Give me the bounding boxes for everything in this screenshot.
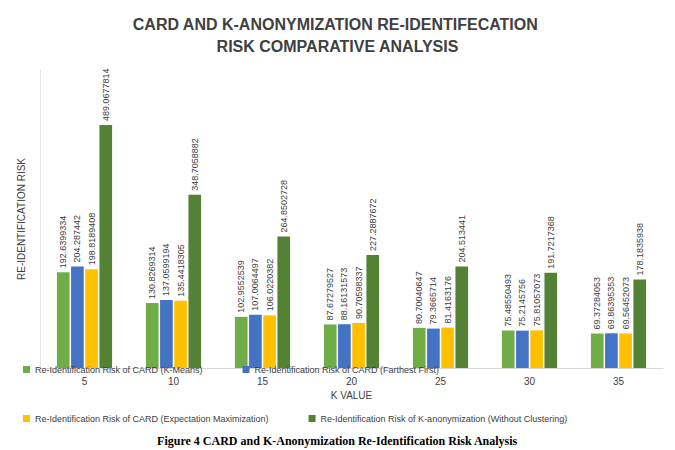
svg-text:191.7217368: 191.7217368 bbox=[546, 216, 556, 269]
svg-text:Re-Identification Risk of CARD: Re-Identification Risk of CARD (Farthest… bbox=[255, 365, 440, 375]
svg-text:90.70598337: 90.70598337 bbox=[354, 266, 364, 319]
svg-text:CARD AND K-ANONYMIZATION RE-ID: CARD AND K-ANONYMIZATION RE-IDENTIFECATI… bbox=[133, 16, 542, 33]
svg-text:K VALUE: K VALUE bbox=[331, 390, 373, 401]
svg-text:204.513441: 204.513441 bbox=[457, 215, 467, 263]
svg-text:Re-Identification Risk of CARD: Re-Identification Risk of CARD (Expectat… bbox=[35, 414, 269, 424]
svg-text:20: 20 bbox=[346, 376, 358, 387]
svg-text:RISK COMPARATIVE ANALYSIS: RISK COMPARATIVE ANALYSIS bbox=[217, 38, 459, 55]
svg-text:5: 5 bbox=[82, 376, 88, 387]
svg-text:192.6399334: 192.6399334 bbox=[58, 216, 68, 269]
svg-text:80.70040647: 80.70040647 bbox=[414, 271, 424, 324]
svg-text:Re-Identification Risk of K-an: Re-Identification Risk of K-anonymizatio… bbox=[321, 414, 568, 424]
svg-text:135.4418305: 135.4418305 bbox=[176, 244, 186, 297]
svg-text:25: 25 bbox=[435, 376, 447, 387]
svg-text:75.2145756: 75.2145756 bbox=[517, 279, 527, 327]
svg-text:69.86395353: 69.86395353 bbox=[606, 277, 616, 330]
svg-text:107.0064497: 107.0064497 bbox=[250, 258, 260, 311]
svg-text:81.4163176: 81.4163176 bbox=[443, 276, 453, 324]
svg-text:88.16131573: 88.16131573 bbox=[339, 268, 349, 321]
svg-text:204.287442: 204.287442 bbox=[72, 215, 82, 263]
svg-text:264.8502728: 264.8502728 bbox=[279, 180, 289, 233]
svg-text:10: 10 bbox=[168, 376, 180, 387]
svg-text:35: 35 bbox=[613, 376, 625, 387]
svg-text:15: 15 bbox=[257, 376, 269, 387]
svg-text:30: 30 bbox=[524, 376, 536, 387]
svg-text:130.8269314: 130.8269314 bbox=[147, 246, 157, 299]
svg-text:Figure 4 CARD and K-Anonymizat: Figure 4 CARD and K-Anonymization Re-Ide… bbox=[157, 434, 517, 448]
svg-text:489.0677814: 489.0677814 bbox=[101, 69, 111, 122]
svg-text:75.48550493: 75.48550493 bbox=[503, 274, 513, 327]
svg-text:198.8189408: 198.8189408 bbox=[87, 213, 97, 266]
svg-text:69.37284053: 69.37284053 bbox=[592, 277, 602, 330]
svg-text:69.56452073: 69.56452073 bbox=[621, 277, 631, 330]
svg-text:79.3665714: 79.3665714 bbox=[428, 277, 438, 325]
svg-text:227.2887672: 227.2887672 bbox=[368, 199, 378, 252]
svg-text:75.81057073: 75.81057073 bbox=[532, 274, 542, 327]
svg-text:106.0220382: 106.0220382 bbox=[265, 259, 275, 312]
svg-text:Re-Identification Risk of CARD: Re-Identification Risk of CARD (K-Means) bbox=[35, 365, 203, 375]
svg-text:348.7058882: 348.7058882 bbox=[190, 138, 200, 191]
svg-text:87.67279527: 87.67279527 bbox=[325, 268, 335, 321]
svg-text:RE-IDENTIFICATION RISK: RE-IDENTIFICATION RISK bbox=[16, 158, 27, 280]
svg-text:102.9552539: 102.9552539 bbox=[236, 260, 246, 313]
svg-text:178.1835938: 178.1835938 bbox=[635, 223, 645, 276]
svg-text:137.0599194: 137.0599194 bbox=[161, 243, 171, 296]
